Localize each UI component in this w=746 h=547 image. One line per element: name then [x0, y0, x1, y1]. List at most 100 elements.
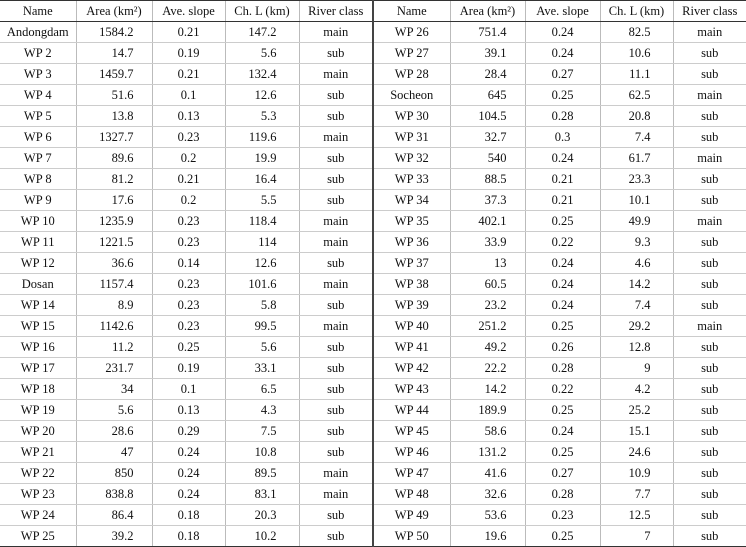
table-cell: 0.24	[151, 462, 225, 484]
table-cell: 0.3	[524, 126, 600, 148]
table-cell: 118.4	[224, 210, 299, 232]
column-header: Area (km²)	[449, 0, 525, 22]
table-cell: WP 24	[0, 504, 76, 526]
table-row: WP 3 1459.7 0.21 132.4 main WP 28 28.4 0.27 11.1…	[0, 63, 746, 85]
table-cell: 37.3	[449, 189, 525, 211]
table-cell: 14.7	[75, 42, 152, 64]
table-cell: sub	[298, 42, 373, 64]
column-header: Area (km²)	[75, 0, 152, 22]
table-cell: sub	[298, 84, 373, 106]
table-cell: sub	[672, 63, 746, 85]
table-cell: WP 30	[372, 105, 450, 127]
table-cell: 0.21	[151, 168, 225, 190]
table-cell: sub	[672, 231, 746, 253]
table-cell: WP 10	[0, 210, 76, 232]
table-cell: 82.5	[599, 21, 673, 43]
table-cell: 5.6	[75, 399, 152, 421]
table-cell: 231.7	[75, 357, 152, 379]
table-cell: sub	[298, 147, 373, 169]
table-cell: 58.6	[449, 420, 525, 442]
table-cell: 36.6	[75, 252, 152, 274]
table-cell: 10.2	[224, 525, 299, 547]
table-cell: main	[298, 63, 373, 85]
table-cell: 19.6	[449, 525, 525, 547]
table-cell: WP 46	[372, 441, 450, 463]
table-cell: 751.4	[449, 21, 525, 43]
table-cell: sub	[298, 441, 373, 463]
table-cell: 14.2	[599, 273, 673, 295]
table-cell: sub	[298, 420, 373, 442]
header-row: Name Area (km²) Ave. slope Ch. L (km) River …	[0, 0, 746, 22]
table-cell: 88.5	[449, 168, 525, 190]
table-cell: 189.9	[449, 399, 525, 421]
table-cell: sub	[298, 399, 373, 421]
table-row: Andongdam 1584.2 0.21 147.2 main WP 26 751.4 0.…	[0, 21, 746, 43]
table-cell: 15.1	[599, 420, 673, 442]
table-cell: 11.1	[599, 63, 673, 85]
table-cell: 0.23	[151, 315, 225, 337]
table-cell: 0.1	[151, 378, 225, 400]
table-cell: 402.1	[449, 210, 525, 232]
table-row: WP 16 11.2 0.25 5.6 sub WP 41 49.2 0.26 12.8 sub	[0, 336, 746, 358]
table-cell: WP 28	[372, 63, 450, 85]
table-row: Dosan 1157.4 0.23 101.6 main WP 38 60.5 0.24 14.…	[0, 273, 746, 295]
table-cell: WP 2	[0, 42, 76, 64]
table-cell: 850	[75, 462, 152, 484]
table-row: WP 9 17.6 0.2 5.5 sub WP 34 37.3 0.21 10.1 sub	[0, 189, 746, 211]
table-cell: main	[298, 273, 373, 295]
table-cell: 0.27	[524, 63, 600, 85]
table-cell: 4.2	[599, 378, 673, 400]
table-cell: 99.5	[224, 315, 299, 337]
table-cell: Socheon	[372, 84, 450, 106]
table-cell: WP 49	[372, 504, 450, 526]
table-cell: 0.13	[151, 399, 225, 421]
table-cell: 838.8	[75, 483, 152, 505]
table-cell: 0.13	[151, 105, 225, 127]
table-cell: WP 16	[0, 336, 76, 358]
table-cell: 13	[449, 252, 525, 274]
table-cell: WP 21	[0, 441, 76, 463]
table-cell: sub	[672, 105, 746, 127]
table-cell: sub	[298, 189, 373, 211]
table-cell: 0.19	[151, 42, 225, 64]
table-cell: 5.8	[224, 294, 299, 316]
table-cell: sub	[672, 504, 746, 526]
table-cell: 14.2	[449, 378, 525, 400]
table-cell: sub	[672, 441, 746, 463]
table-cell: 0.23	[151, 294, 225, 316]
table-cell: WP 40	[372, 315, 450, 337]
table-cell: sub	[672, 189, 746, 211]
table-cell: 0.23	[524, 504, 600, 526]
table-cell: 0.24	[151, 483, 225, 505]
table-cell: 34	[75, 378, 152, 400]
table-cell: 32.7	[449, 126, 525, 148]
table-cell: 61.7	[599, 147, 673, 169]
table-cell: WP 5	[0, 105, 76, 127]
table-cell: 17.6	[75, 189, 152, 211]
table-cell: 1142.6	[75, 315, 152, 337]
column-header: Ch. L (km)	[224, 0, 299, 22]
table-body: Andongdam 1584.2 0.21 147.2 main WP 26 751.4 0.…	[0, 21, 746, 547]
table-cell: 39.2	[75, 525, 152, 547]
table-cell: 28.4	[449, 63, 525, 85]
table-cell: 7.4	[599, 126, 673, 148]
table-row: WP 11 1221.5 0.23 114 main WP 36 33.9 0.22 9.3 su…	[0, 231, 746, 253]
table-cell: 49.9	[599, 210, 673, 232]
table-cell: 1221.5	[75, 231, 152, 253]
table-cell: 29.2	[599, 315, 673, 337]
table-cell: 0.29	[151, 420, 225, 442]
table-cell: main	[672, 210, 746, 232]
table-cell: 0.21	[524, 189, 600, 211]
table-cell: 33.1	[224, 357, 299, 379]
table-cell: 13.8	[75, 105, 152, 127]
table-cell: 81.2	[75, 168, 152, 190]
table-cell: WP 18	[0, 378, 76, 400]
table-cell: WP 50	[372, 525, 450, 547]
table-cell: WP 27	[372, 42, 450, 64]
table-cell: WP 23	[0, 483, 76, 505]
table-cell: WP 20	[0, 420, 76, 442]
table-cell: 49.2	[449, 336, 525, 358]
table-cell: 0.21	[151, 21, 225, 43]
table-cell: 0.24	[524, 42, 600, 64]
table-cell: sub	[672, 126, 746, 148]
